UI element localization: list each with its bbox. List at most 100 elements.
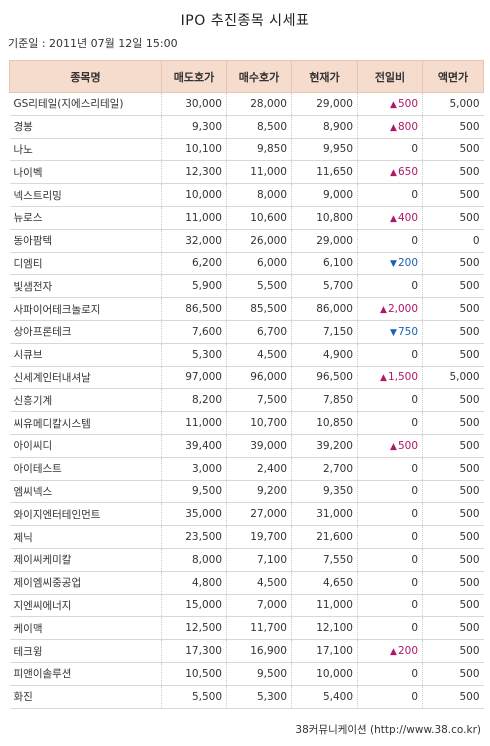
ask-price-cell: 11,000: [161, 205, 227, 230]
table-row: 신흥기계 8,200 7,500 7,850 0 500: [9, 388, 484, 413]
change-value: 750: [397, 325, 418, 338]
table-row: 나이벡 12,300 11,000 11,650 ▲650 500: [9, 160, 484, 185]
change-value: 0: [411, 531, 418, 544]
bid-price-cell: 11,700: [226, 616, 292, 641]
change-value: 0: [411, 394, 418, 407]
bid-price-cell: 96,000: [226, 365, 292, 390]
table-row: 와이지엔터테인먼트 35,000 27,000 31,000 0 500: [9, 502, 484, 527]
change-cell: 0: [357, 661, 423, 686]
current-price-cell: 4,650: [291, 570, 358, 595]
stock-name-cell: 테크윙: [9, 639, 162, 663]
bid-price-cell: 5,300: [226, 684, 292, 709]
stock-name-cell: 지엔씨에너지: [9, 593, 162, 618]
current-price-cell: 8,900: [291, 114, 358, 139]
stock-name-cell: 빛샘전자: [9, 274, 162, 299]
header-stock-name: 종목명: [9, 60, 162, 93]
ask-price-cell: 32,000: [161, 228, 227, 253]
ask-price-cell: 3,000: [161, 456, 227, 481]
ask-price-cell: 11,000: [161, 411, 227, 435]
par-value-cell: 0: [422, 228, 484, 253]
ask-price-cell: 12,300: [161, 160, 227, 185]
par-value-cell: 5,000: [422, 365, 484, 390]
par-value-cell: 500: [422, 456, 484, 481]
change-cell: ▲500: [357, 433, 423, 458]
change-cell: 0: [357, 456, 423, 481]
table-row: 테크윙 17,300 16,900 17,100 ▲200 500: [9, 639, 484, 663]
change-value: 1,500: [387, 371, 418, 384]
change-value: 0: [411, 599, 418, 612]
stock-name-cell: 엠씨넥스: [9, 479, 162, 504]
current-price-cell: 10,800: [291, 205, 358, 230]
ask-price-cell: 8,200: [161, 388, 227, 413]
table-row: 씨유메디칼시스템 11,000 10,700 10,850 0 500: [9, 411, 484, 435]
up-triangle-icon: ▲: [390, 647, 397, 658]
ipo-price-table: 종목명 매도호가 매수호가 현재가 전일비 액면가 GS리테일(지에스리테일) 3…: [9, 60, 484, 709]
change-value: 0: [411, 508, 418, 521]
stock-name-cell: 디엠티: [9, 251, 162, 276]
header-change: 전일비: [357, 60, 423, 93]
stock-name-cell: 뉴로스: [9, 205, 162, 230]
ask-price-cell: 39,400: [161, 433, 227, 458]
current-price-cell: 11,650: [291, 160, 358, 185]
table-row: 제닉 23,500 19,700 21,600 0 500: [9, 525, 484, 549]
current-price-cell: 21,600: [291, 525, 358, 549]
stock-name-cell: 신흥기계: [9, 388, 162, 413]
up-triangle-icon: ▲: [390, 168, 397, 179]
bid-price-cell: 9,200: [226, 479, 292, 504]
par-value-cell: 500: [422, 205, 484, 230]
bid-price-cell: 8,000: [226, 183, 292, 207]
ask-price-cell: 5,500: [161, 684, 227, 709]
change-value: 500: [397, 97, 418, 110]
current-price-cell: 9,950: [291, 137, 358, 162]
table-row: 신세계인터내셔날 97,000 96,000 96,500 ▲1,500 5,000: [9, 365, 484, 390]
current-price-cell: 5,700: [291, 274, 358, 299]
stock-name-cell: 동아팜텍: [9, 228, 162, 253]
bid-price-cell: 9,850: [226, 137, 292, 162]
table-row: 사파이어테크놀로지 86,500 85,500 86,000 ▲2,000 500: [9, 297, 484, 321]
reference-date: 기준일 : 2011년 07월 12일 15:00: [8, 37, 178, 50]
ask-price-cell: 8,000: [161, 547, 227, 572]
stock-name-cell: 아이씨디: [9, 433, 162, 458]
change-cell: 0: [357, 525, 423, 549]
change-cell: 0: [357, 684, 423, 709]
table-header-row: 종목명 매도호가 매수호가 현재가 전일비 액면가: [9, 60, 484, 93]
current-price-cell: 10,000: [291, 661, 358, 686]
header-par-value: 액면가: [422, 60, 484, 93]
header-bid-price: 매수호가: [226, 60, 292, 93]
par-value-cell: 500: [422, 274, 484, 299]
change-value: 2,000: [387, 303, 418, 316]
current-price-cell: 29,000: [291, 228, 358, 253]
change-value: 0: [411, 462, 418, 475]
par-value-cell: 500: [422, 525, 484, 549]
stock-name-cell: 사파이어테크놀로지: [9, 297, 162, 321]
change-cell: ▲500: [357, 92, 423, 116]
stock-name-cell: 씨유메디칼시스템: [9, 411, 162, 435]
table-row: 상아프론테크 7,600 6,700 7,150 ▼750 500: [9, 319, 484, 344]
par-value-cell: 500: [422, 479, 484, 504]
par-value-cell: 500: [422, 684, 484, 709]
current-price-cell: 7,850: [291, 388, 358, 413]
bid-price-cell: 6,700: [226, 319, 292, 344]
change-cell: ▲800: [357, 114, 423, 139]
par-value-cell: 500: [422, 639, 484, 663]
change-cell: 0: [357, 183, 423, 207]
bid-price-cell: 8,500: [226, 114, 292, 139]
bid-price-cell: 85,500: [226, 297, 292, 321]
change-value: 0: [411, 280, 418, 293]
table-row: 제이씨케미칼 8,000 7,100 7,550 0 500: [9, 547, 484, 572]
par-value-cell: 500: [422, 547, 484, 572]
table-row: 지엔씨에너지 15,000 7,000 11,000 0 500: [9, 593, 484, 618]
change-cell: ▲400: [357, 205, 423, 230]
current-price-cell: 11,000: [291, 593, 358, 618]
current-price-cell: 29,000: [291, 92, 358, 116]
change-value: 0: [411, 234, 418, 247]
change-cell: 0: [357, 593, 423, 618]
stock-name-cell: 제이엠씨중공업: [9, 570, 162, 595]
change-value: 0: [411, 553, 418, 566]
ask-price-cell: 10,500: [161, 661, 227, 686]
up-triangle-icon: ▲: [390, 213, 397, 224]
ask-price-cell: 10,100: [161, 137, 227, 162]
bid-price-cell: 10,600: [226, 205, 292, 230]
par-value-cell: 500: [422, 616, 484, 641]
par-value-cell: 500: [422, 388, 484, 413]
